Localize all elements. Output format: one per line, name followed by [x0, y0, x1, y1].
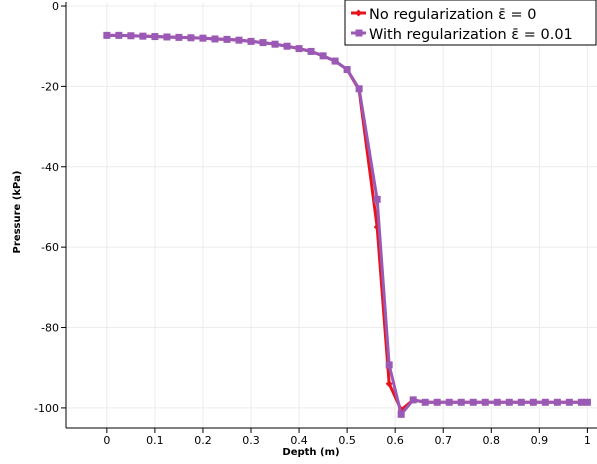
y-axis-label: Pressure (kPa)	[12, 171, 23, 254]
data-point	[373, 195, 381, 203]
data-point	[481, 398, 489, 406]
legend-label-no-regularization: No regularization ε̄ = 0	[369, 7, 537, 23]
data-point	[457, 398, 465, 406]
data-point	[259, 39, 267, 47]
legend: No regularization ε̄ = 0 With regulariza…	[344, 0, 597, 46]
legend-box	[344, 0, 597, 46]
data-point	[127, 32, 135, 40]
legend-marker-no-regularization	[355, 9, 362, 17]
data-point	[505, 398, 513, 406]
data-point	[553, 398, 561, 406]
x-tick-label: 0.7	[434, 434, 452, 447]
data-point	[319, 52, 327, 60]
data-point	[385, 380, 393, 388]
data-point	[247, 37, 255, 45]
data-point	[355, 85, 363, 93]
data-point	[583, 398, 591, 406]
y-tick-label: -100	[34, 402, 59, 415]
x-tick-label: 0.9	[531, 434, 549, 447]
data-point	[577, 398, 585, 406]
y-tick-label: -20	[41, 80, 59, 93]
x-tick-label: 0.5	[338, 434, 356, 447]
data-point	[385, 361, 393, 369]
data-point	[343, 66, 351, 74]
tick-labels: 0 0.1 0.2 0.3 0.4 0.5 0.6 0.7 0.8 0.9 1 0 -20 -40 -60 -…	[34, 0, 591, 447]
grid	[66, 2, 597, 428]
data-point	[175, 33, 183, 41]
data-point	[223, 35, 231, 43]
data-point	[541, 398, 549, 406]
legend-item-no-regularization: No regularization ε̄ = 0	[351, 7, 537, 23]
data-point	[397, 410, 405, 418]
data-point	[163, 33, 171, 41]
data-point	[517, 398, 525, 406]
data-point	[199, 34, 207, 42]
data-point	[151, 33, 159, 41]
y-tick-label: -40	[41, 161, 59, 174]
y-tick-label: -60	[41, 241, 59, 254]
data-point	[271, 40, 279, 48]
data-point	[235, 36, 243, 44]
x-tick-label: 0.6	[386, 434, 404, 447]
data-point	[409, 396, 417, 404]
data-point	[283, 42, 291, 50]
data-point	[295, 45, 303, 53]
data-point	[187, 34, 195, 42]
data-point	[115, 31, 123, 39]
x-tick-label: 0.4	[290, 434, 308, 447]
data-point	[307, 47, 315, 55]
x-tick-label: 0.3	[242, 434, 260, 447]
legend-label-with-regularization: With regularization ε̄ = 0.01	[369, 27, 573, 43]
legend-marker-with-regularization	[355, 29, 363, 37]
axes	[61, 2, 597, 433]
x-tick-label: 0.8	[483, 434, 501, 447]
x-axis-label: Depth (m)	[282, 447, 339, 458]
data-point	[331, 57, 339, 65]
data-point	[103, 31, 111, 39]
data-point	[445, 398, 453, 406]
data-point	[421, 398, 429, 406]
legend-item-with-regularization: With regularization ε̄ = 0.01	[351, 27, 573, 43]
series-layer	[103, 31, 591, 418]
y-tick-label: -80	[41, 322, 59, 335]
y-tick-label: 0	[52, 0, 59, 13]
x-tick-label: 0	[103, 434, 110, 447]
x-tick-label: 1	[584, 434, 591, 447]
x-tick-label: 0.2	[194, 434, 212, 447]
data-point	[565, 398, 573, 406]
data-point	[139, 32, 147, 40]
data-point	[211, 35, 219, 43]
data-point	[493, 398, 501, 406]
data-point	[433, 398, 441, 406]
data-point	[529, 398, 537, 406]
series-with-regularization	[103, 31, 591, 418]
x-tick-label: 0.1	[146, 434, 164, 447]
data-point	[469, 398, 477, 406]
